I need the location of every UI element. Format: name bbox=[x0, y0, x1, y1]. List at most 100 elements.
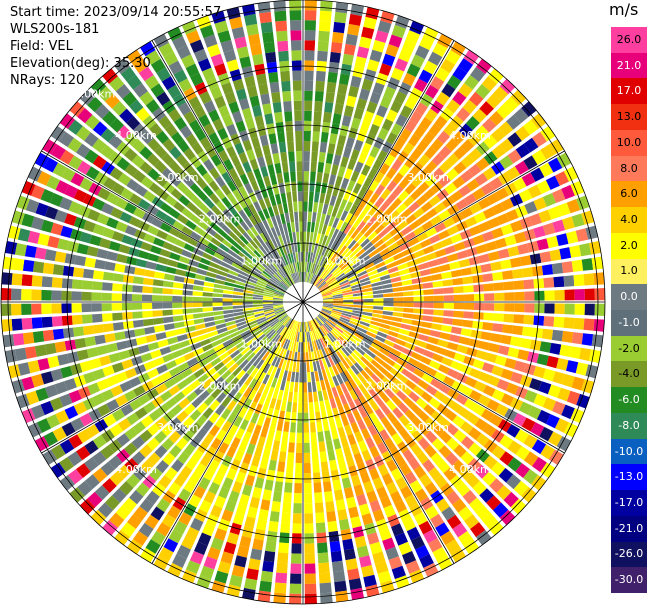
range-gate-cell bbox=[307, 331, 312, 342]
range-gate-cell bbox=[315, 254, 321, 265]
range-gate-cell bbox=[416, 340, 428, 349]
range-gate-cell bbox=[438, 145, 452, 159]
range-gate-cell bbox=[34, 247, 47, 260]
range-gate-cell bbox=[171, 459, 184, 473]
range-gate-cell bbox=[429, 266, 441, 274]
range-gate-cell bbox=[256, 333, 266, 343]
range-gate-cell bbox=[317, 390, 324, 402]
range-gate-cell bbox=[356, 493, 368, 506]
range-gate-cell bbox=[321, 289, 332, 295]
range-gate-cell bbox=[539, 162, 554, 178]
range-gate-cell bbox=[206, 77, 219, 90]
range-gate-cell bbox=[345, 137, 355, 149]
range-gate-cell bbox=[507, 440, 522, 455]
range-gate-cell bbox=[294, 262, 299, 273]
range-gate-cell bbox=[327, 520, 338, 533]
range-gate-cell bbox=[155, 416, 168, 430]
range-gate-cell bbox=[472, 359, 485, 370]
range-gate-cell bbox=[443, 123, 457, 137]
range-gate-cell bbox=[217, 270, 228, 277]
range-gate-cell bbox=[362, 212, 373, 224]
range-gate-cell bbox=[140, 130, 154, 145]
range-gate-cell bbox=[203, 556, 218, 570]
range-gate-cell bbox=[168, 482, 182, 496]
range-gate-cell bbox=[340, 436, 349, 448]
range-gate-cell bbox=[452, 91, 467, 106]
range-gate-cell bbox=[267, 315, 277, 322]
range-gate-cell bbox=[155, 383, 168, 395]
range-gate-cell bbox=[451, 212, 464, 224]
range-gate-cell bbox=[165, 266, 177, 274]
range-gate-cell bbox=[227, 180, 237, 192]
range-gate-cell bbox=[139, 161, 153, 175]
range-gate-cell bbox=[359, 197, 369, 209]
range-gate-cell bbox=[382, 53, 396, 67]
range-gate-cell bbox=[231, 262, 242, 270]
range-gate-cell bbox=[346, 95, 357, 108]
range-gate-cell bbox=[112, 322, 124, 331]
range-gate-cell bbox=[207, 266, 219, 274]
range-gate-cell bbox=[59, 131, 74, 147]
range-gate-cell bbox=[476, 433, 490, 447]
range-gate-cell bbox=[322, 235, 328, 246]
range-gate-cell bbox=[42, 449, 58, 465]
range-gate-cell bbox=[264, 311, 275, 317]
range-gate-cell bbox=[43, 431, 58, 447]
range-gate-cell bbox=[406, 526, 421, 541]
range-gate-cell bbox=[386, 109, 398, 123]
range-gate-cell bbox=[328, 249, 336, 260]
range-gate-cell bbox=[335, 590, 349, 603]
range-gate-cell bbox=[345, 455, 355, 467]
range-gate-cell bbox=[323, 323, 332, 332]
range-gate-cell bbox=[182, 416, 195, 429]
range-gate-cell bbox=[319, 400, 326, 412]
range-gate-cell bbox=[352, 292, 363, 297]
range-gate-cell bbox=[154, 324, 165, 333]
range-gate-cell bbox=[434, 115, 448, 129]
range-gate-cell bbox=[239, 130, 250, 142]
range-gate-cell bbox=[293, 351, 298, 362]
range-gate-cell bbox=[402, 39, 417, 53]
range-gate-cell bbox=[242, 299, 253, 302]
range-gate-cell bbox=[236, 356, 246, 366]
range-gate-cell bbox=[196, 164, 208, 177]
range-gate-cell bbox=[425, 430, 438, 444]
range-gate-cell bbox=[460, 170, 474, 183]
range-gate-cell bbox=[288, 232, 294, 243]
range-gate-cell bbox=[181, 226, 193, 236]
range-gate-cell bbox=[171, 349, 184, 359]
range-gate-cell bbox=[379, 247, 390, 257]
range-gate-cell bbox=[430, 76, 445, 91]
range-gate-cell bbox=[499, 78, 516, 95]
range-gate-cell bbox=[288, 151, 295, 162]
range-gate-cell bbox=[214, 95, 226, 109]
range-gate-cell bbox=[421, 275, 433, 283]
range-gate-cell bbox=[35, 387, 49, 402]
range-gate-cell bbox=[258, 372, 266, 383]
range-gate-cell bbox=[59, 393, 73, 407]
range-gate-cell bbox=[46, 414, 61, 429]
range-gate-cell bbox=[401, 318, 413, 325]
range-gate-cell bbox=[361, 428, 371, 440]
range-gate-cell bbox=[89, 358, 102, 370]
range-gate-cell bbox=[358, 383, 368, 395]
range-gate-cell bbox=[175, 327, 187, 336]
range-gate-cell bbox=[362, 308, 373, 313]
range-gate-cell bbox=[242, 452, 253, 465]
range-gate-cell bbox=[358, 440, 368, 452]
range-gate-cell bbox=[425, 366, 438, 377]
range-gate-cell bbox=[296, 171, 303, 182]
range-gate-cell bbox=[391, 159, 403, 172]
range-gate-cell bbox=[235, 88, 247, 101]
range-gate-cell bbox=[422, 131, 435, 145]
range-gate-cell bbox=[392, 286, 403, 292]
range-gate-cell bbox=[240, 346, 251, 356]
range-gate-cell bbox=[363, 415, 373, 428]
range-gate-cell bbox=[259, 349, 268, 359]
range-gate-cell bbox=[233, 415, 243, 428]
range-gate-cell bbox=[273, 0, 286, 12]
range-gate-cell bbox=[288, 319, 294, 329]
range-gate-cell bbox=[460, 421, 474, 434]
range-gate-cell bbox=[318, 562, 330, 574]
range-gate-cell bbox=[213, 315, 225, 321]
